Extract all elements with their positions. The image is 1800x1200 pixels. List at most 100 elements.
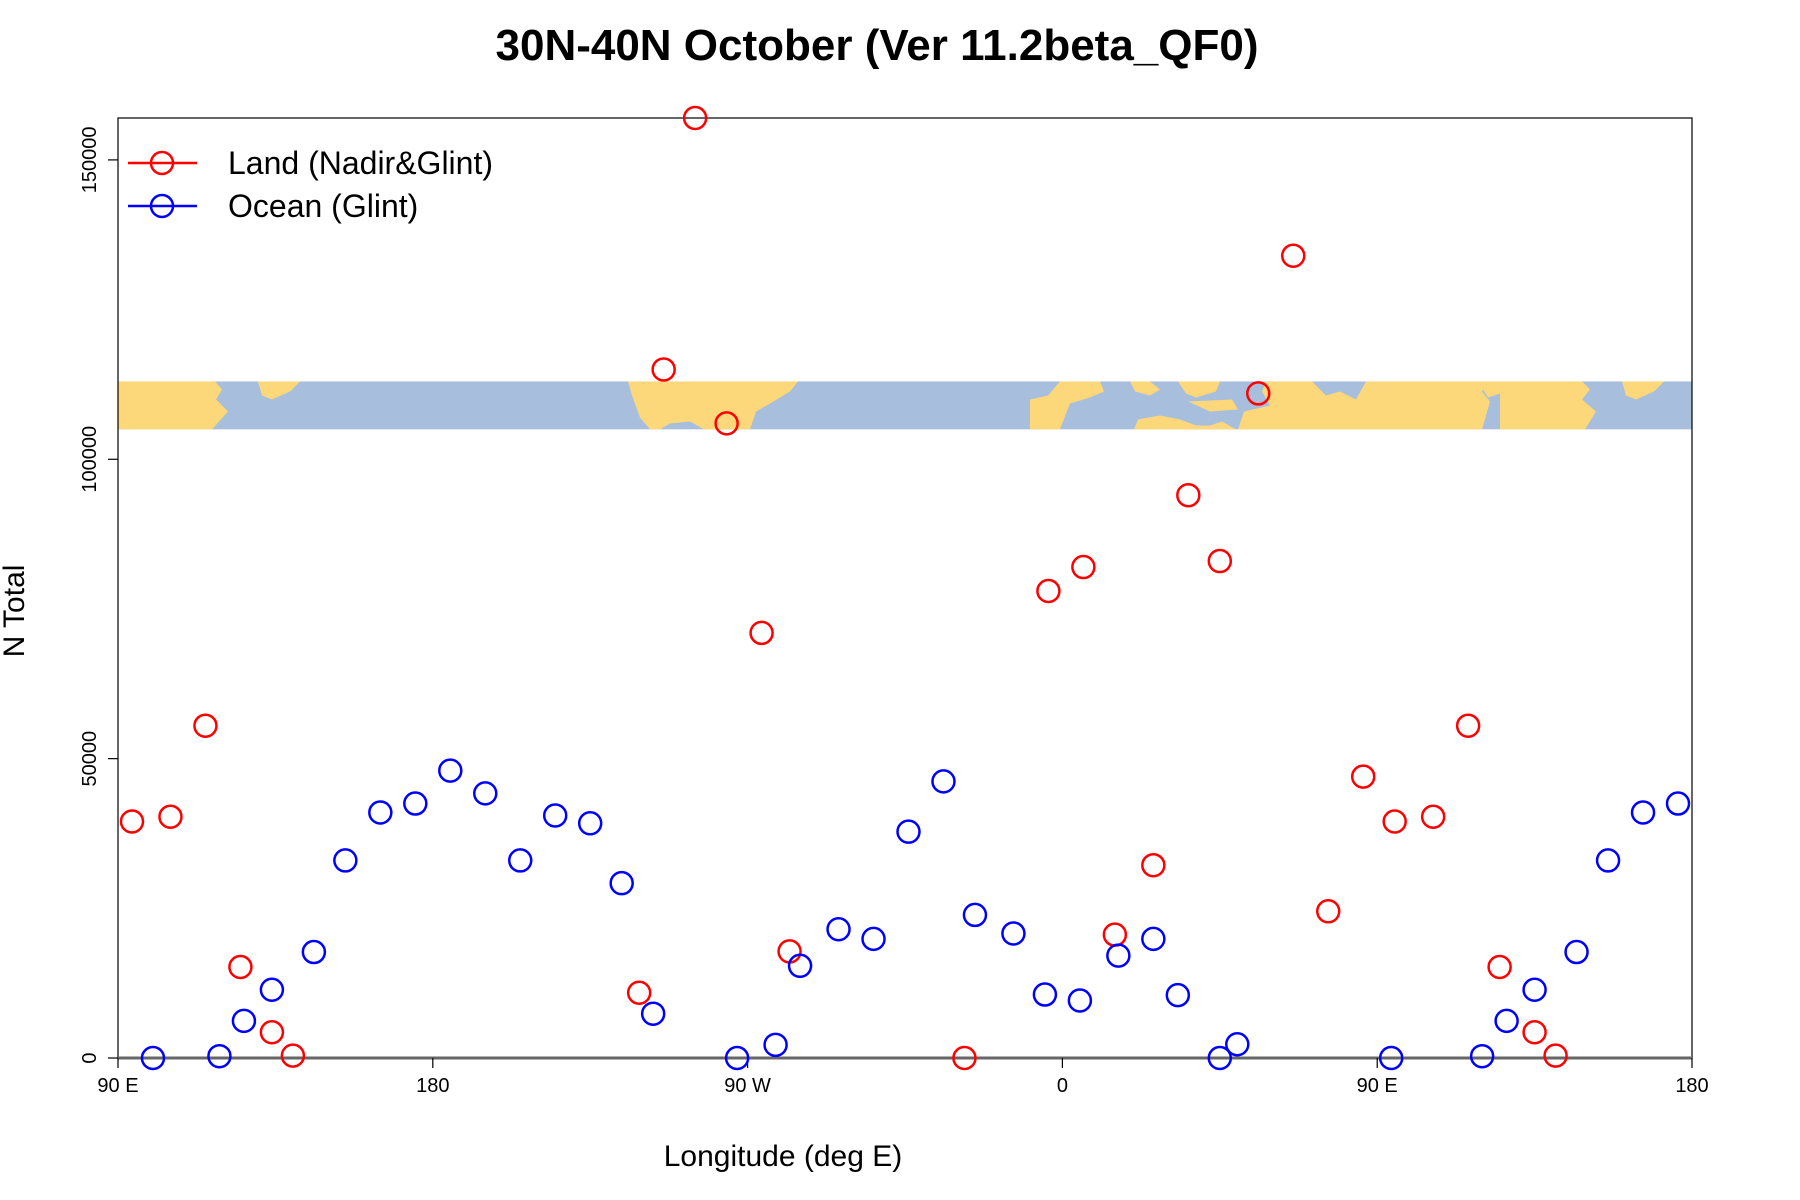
data-point xyxy=(931,769,956,794)
data-point xyxy=(1207,1045,1233,1071)
data-point xyxy=(952,1045,977,1071)
data-point xyxy=(609,870,634,896)
x-tick-label: 180 xyxy=(416,1075,449,1097)
map-landmass xyxy=(1478,381,1505,398)
x-tick-label: 90 E xyxy=(97,1075,138,1097)
data-point xyxy=(1071,554,1096,580)
data-point xyxy=(119,809,145,834)
chart-title: 30N-40N October (Ver 11.2beta_QF0) xyxy=(496,21,1259,70)
data-point xyxy=(403,791,428,816)
data-point xyxy=(962,902,988,928)
data-point xyxy=(577,811,603,836)
data-point xyxy=(724,1045,750,1071)
data-point xyxy=(1102,922,1128,947)
data-point xyxy=(1067,988,1093,1013)
data-point xyxy=(626,980,652,1005)
data-point xyxy=(777,939,802,964)
y-tick-label: 100000 xyxy=(79,426,101,493)
data-point xyxy=(1420,804,1446,829)
map-landmass xyxy=(1500,381,1596,430)
data-point xyxy=(682,105,708,131)
data-point xyxy=(231,1008,257,1034)
legend-marker-ocean xyxy=(149,193,175,219)
series-ocean xyxy=(140,758,1691,1071)
data-point xyxy=(193,713,218,738)
data-point xyxy=(259,977,285,1002)
legend-label-land: Land (Nadir&Glint) xyxy=(228,145,493,181)
data-point xyxy=(1350,764,1376,789)
data-point xyxy=(763,1032,788,1058)
data-point xyxy=(714,411,739,436)
legend-item-land: Land (Nadir&Glint) xyxy=(128,145,493,181)
data-point xyxy=(787,953,813,979)
map-landmass xyxy=(1030,381,1104,430)
legend-marker-land xyxy=(149,150,175,176)
data-point xyxy=(1032,982,1058,1007)
data-point xyxy=(1378,1045,1404,1071)
data-point xyxy=(1543,1043,1568,1068)
x-tick-label: 90 W xyxy=(724,1075,771,1097)
map-landmass xyxy=(628,381,798,430)
data-point xyxy=(1487,954,1512,980)
data-point xyxy=(1595,848,1621,873)
map-landmass xyxy=(118,381,228,430)
x-tick-label: 90 E xyxy=(1357,1075,1398,1097)
data-point xyxy=(1106,943,1131,968)
x-tick-label: 180 xyxy=(1675,1075,1708,1097)
data-point xyxy=(826,917,851,942)
y-tick-label: 150000 xyxy=(79,127,101,194)
data-point xyxy=(1176,482,1201,508)
data-point xyxy=(473,781,498,806)
map-landmass xyxy=(1178,381,1220,398)
data-point xyxy=(542,803,568,828)
data-point xyxy=(1522,1020,1547,1045)
series-land xyxy=(119,105,1568,1071)
plot-frame xyxy=(117,117,1693,1059)
data-point xyxy=(1469,1043,1495,1069)
data-point xyxy=(1522,977,1547,1002)
legend-label-ocean: Ocean (Glint) xyxy=(228,188,418,224)
data-point xyxy=(1564,939,1589,965)
data-point xyxy=(1382,809,1407,834)
data-point xyxy=(1165,982,1191,1008)
data-point xyxy=(207,1043,232,1069)
data-point xyxy=(896,819,921,844)
data-point xyxy=(749,620,774,646)
data-point xyxy=(1281,243,1306,268)
map-landmass xyxy=(1134,415,1236,430)
data-point xyxy=(1207,548,1233,574)
map-land xyxy=(118,381,1664,430)
data-point xyxy=(651,357,676,382)
data-point xyxy=(640,1001,666,1026)
map-landmass xyxy=(1130,381,1160,396)
world-map-band xyxy=(118,381,1692,430)
y-tick-label: 0 xyxy=(79,1052,101,1063)
y-tick-label: 50000 xyxy=(79,731,101,787)
legend-item-ocean: Ocean (Glint) xyxy=(128,188,418,224)
data-point xyxy=(861,926,886,952)
map-landmass xyxy=(258,381,300,400)
x-axis: 90 E 180 90 W 0 90 E 180 xyxy=(97,1058,1709,1097)
data-point xyxy=(259,1020,285,1045)
data-point xyxy=(1001,921,1026,946)
data-point xyxy=(1246,381,1271,406)
x-axis-label: Longitude (deg E) xyxy=(664,1140,903,1173)
data-point xyxy=(507,848,533,873)
legend: Land (Nadir&Glint) Ocean (Glint) xyxy=(128,145,493,224)
data-point xyxy=(1036,578,1061,604)
data-point xyxy=(368,800,393,825)
data-points xyxy=(119,105,1691,1071)
data-point xyxy=(1141,926,1166,952)
map-landmass xyxy=(1238,381,1490,430)
y-axis: 0 50000 100000 150000 xyxy=(79,127,118,1064)
data-point xyxy=(228,954,253,980)
data-point xyxy=(280,1043,306,1068)
map-landmass xyxy=(1622,381,1664,400)
data-point xyxy=(333,848,358,873)
data-point xyxy=(1315,899,1341,924)
data-point xyxy=(140,1045,166,1071)
map-landmass xyxy=(1188,399,1238,412)
y-axis-label: N Total xyxy=(0,565,31,658)
data-point xyxy=(1455,713,1481,738)
